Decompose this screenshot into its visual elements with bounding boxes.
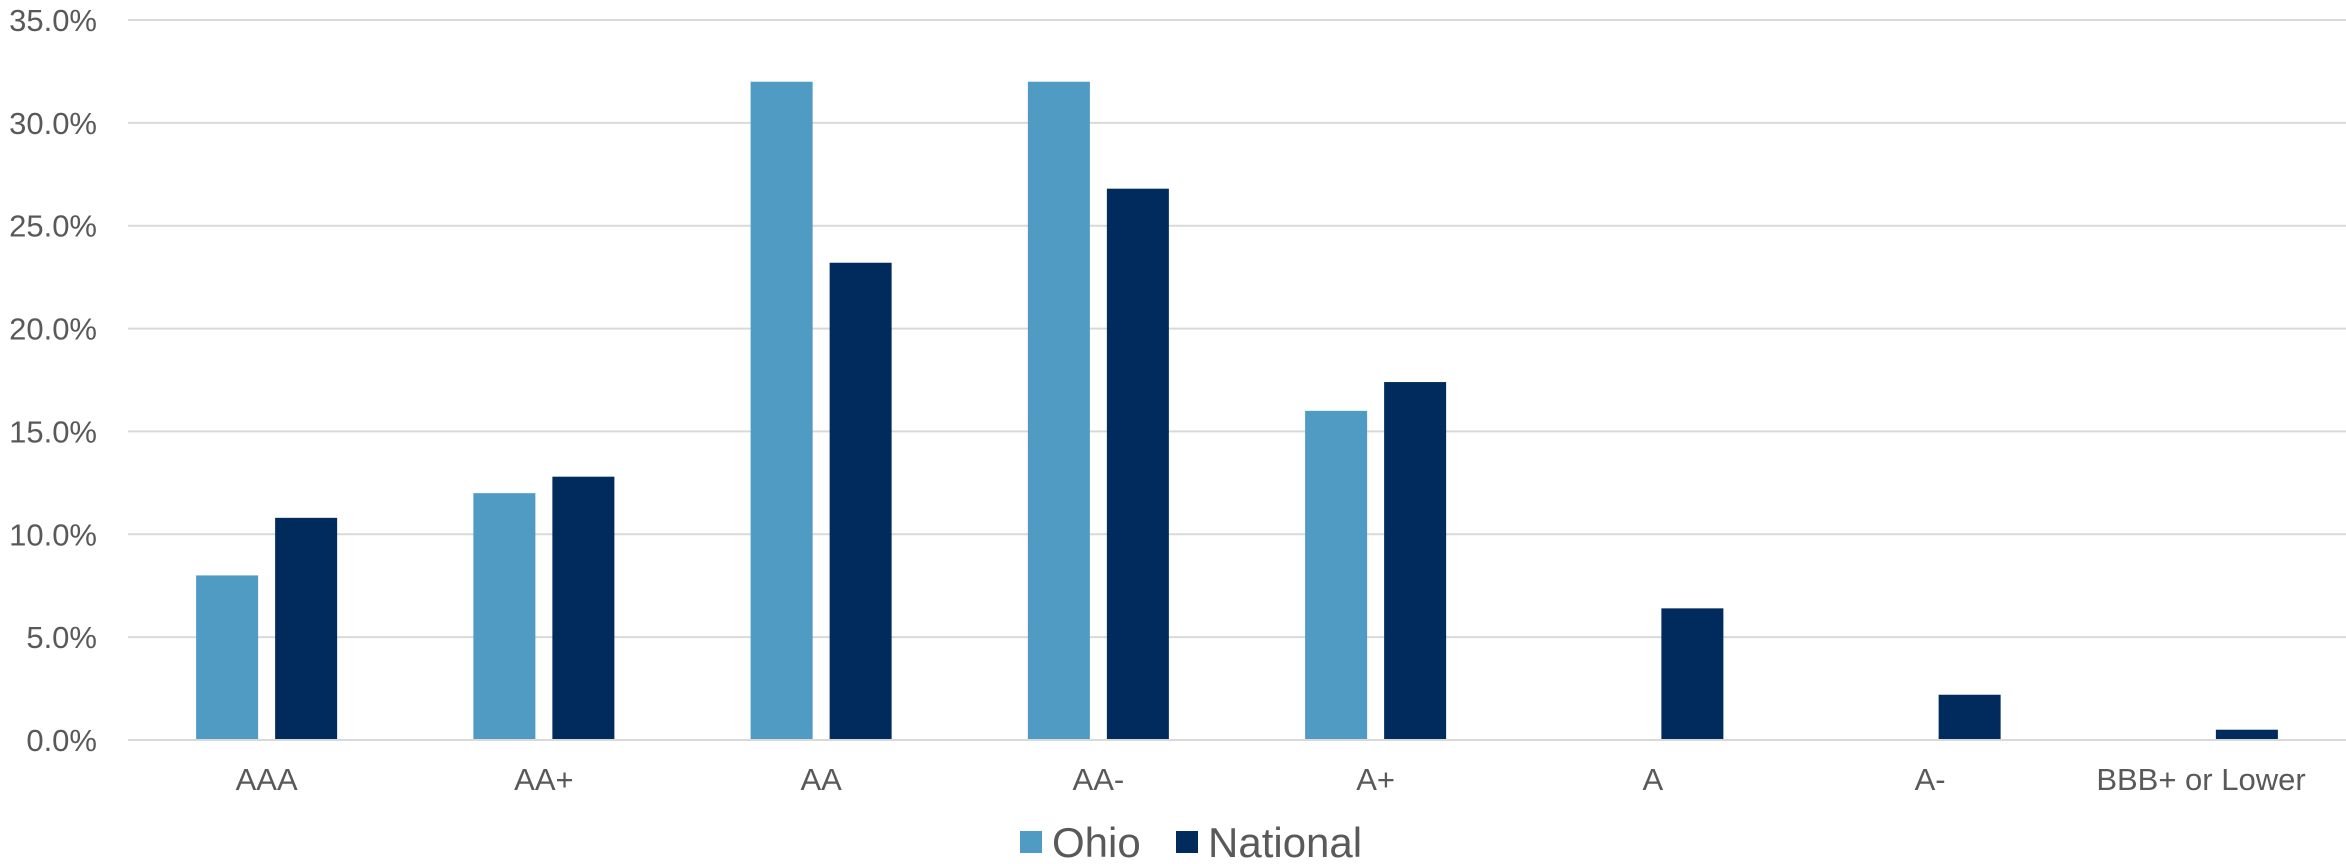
y-tick-label: 30.0% xyxy=(9,106,97,141)
x-category-label: AA- xyxy=(1073,762,1125,797)
x-category-label: AA xyxy=(800,762,842,797)
y-tick-label: 25.0% xyxy=(9,209,97,244)
bar-ohio-0 xyxy=(196,575,259,740)
bar-national-5 xyxy=(1661,608,1724,740)
x-category-label: A xyxy=(1643,762,1664,797)
bar-series xyxy=(196,81,2278,740)
bar-ohio-2 xyxy=(750,81,813,740)
x-category-label: A+ xyxy=(1356,762,1395,797)
legend: Ohio National xyxy=(1020,819,1362,864)
legend-label-ohio: Ohio xyxy=(1052,819,1141,864)
legend-label-national: National xyxy=(1208,819,1362,864)
y-tick-label: 35.0% xyxy=(9,3,97,38)
bar-ohio-4 xyxy=(1305,410,1368,740)
y-tick-label: 15.0% xyxy=(9,414,97,449)
x-category-label: AAA xyxy=(236,762,298,797)
x-category-label: BBB+ or Lower xyxy=(2096,762,2305,797)
x-category-label: AA+ xyxy=(514,762,573,797)
bar-national-7 xyxy=(2215,729,2278,740)
y-axis-tick-labels: 0.0% 5.0% 10.0% 15.0% 20.0% 25.0% 30.0% 35.0% xyxy=(9,3,97,758)
bar-ohio-3 xyxy=(1027,81,1090,740)
bar-national-4 xyxy=(1384,382,1447,740)
y-tick-label: 0.0% xyxy=(26,723,97,758)
bar-national-2 xyxy=(829,262,892,740)
y-tick-label: 5.0% xyxy=(26,620,97,655)
y-tick-label: 10.0% xyxy=(9,517,97,552)
bar-national-3 xyxy=(1106,188,1169,740)
y-tick-label: 20.0% xyxy=(9,312,97,347)
bar-national-6 xyxy=(1938,694,2001,740)
x-axis-category-labels: AAA AA+ AA AA- A+ A A- BBB+ or Lower xyxy=(236,762,2306,797)
legend-swatch-national xyxy=(1176,831,1198,853)
x-category-label: A- xyxy=(1915,762,1946,797)
legend-swatch-ohio xyxy=(1020,831,1042,853)
bar-national-1 xyxy=(552,476,615,740)
gridlines xyxy=(128,19,2346,639)
bar-ohio-1 xyxy=(473,493,536,740)
bar-national-0 xyxy=(275,517,338,740)
